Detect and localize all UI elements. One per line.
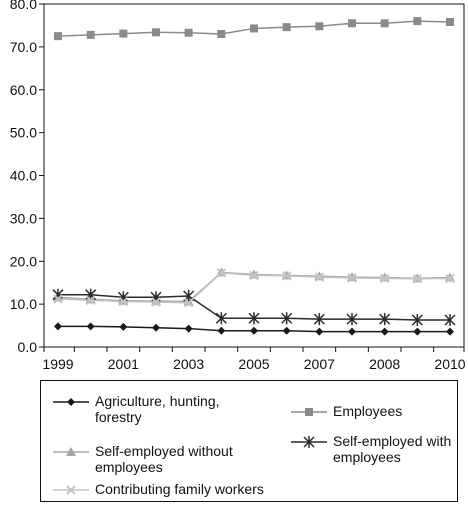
legend-item: Employees — [289, 403, 453, 420]
data-point-3-6 — [248, 312, 260, 325]
y-tick-label: 70.0 — [10, 39, 37, 55]
data-point-4-2 — [118, 296, 129, 307]
data-point-0-11 — [413, 327, 422, 336]
x-tick-label: 2007 — [304, 356, 335, 372]
data-point-1-6 — [250, 24, 258, 33]
y-tick-label: 50.0 — [10, 125, 37, 141]
data-point-4-6 — [249, 270, 259, 281]
data-point-4-4 — [183, 298, 194, 308]
legend-item: Agriculture, hunting, forestry — [51, 393, 245, 425]
data-point-1-11 — [413, 17, 422, 26]
legend-symbol — [53, 485, 89, 495]
data-point-1-1 — [86, 30, 95, 39]
legend-symbol — [291, 436, 327, 448]
data-point-4-11 — [412, 274, 423, 284]
data-point-3-7 — [281, 312, 293, 325]
data-point-3-9 — [346, 313, 358, 326]
x-tick-label: 2010 — [434, 356, 465, 372]
legend-symbol — [291, 408, 327, 416]
data-point-4-1 — [85, 295, 96, 305]
data-point-3-5 — [215, 312, 227, 325]
y-tick-label: 40.0 — [10, 168, 37, 184]
data-point-0-4 — [184, 324, 193, 333]
y-tick-label: 30.0 — [10, 210, 37, 226]
y-tick-label: 60.0 — [10, 82, 37, 98]
legend-label: Employees — [333, 403, 403, 419]
legend-marker — [303, 436, 315, 448]
data-point-4-12 — [445, 273, 455, 284]
data-point-4-8 — [314, 272, 325, 282]
data-point-0-7 — [282, 326, 291, 335]
data-point-0-8 — [315, 327, 324, 336]
data-point-1-7 — [282, 23, 291, 32]
legend-item: Self-employed with employees — [289, 433, 463, 465]
legend-marker — [305, 408, 313, 416]
data-point-1-12 — [446, 18, 454, 27]
legend-marker — [67, 398, 75, 406]
x-tick-label: 2001 — [108, 356, 139, 372]
data-point-3-10 — [379, 313, 391, 326]
data-point-1-3 — [152, 28, 160, 37]
legend-marker — [66, 485, 76, 495]
data-point-1-2 — [119, 29, 128, 38]
data-point-0-10 — [380, 327, 389, 336]
legend-label: Agriculture, hunting, forestry — [95, 393, 220, 425]
x-tick-label: 1999 — [42, 356, 73, 372]
data-point-3-8 — [313, 313, 325, 326]
data-point-1-4 — [184, 28, 193, 37]
data-point-4-0 — [53, 294, 63, 304]
line-chart: 0.0 10.0 20.0 30.0 40.0 50.0 60.0 70.0 80.0 1999 2… — [10, 0, 466, 372]
legend-label: Self-employed with employees — [333, 433, 452, 465]
legend-label: Contributing family workers — [95, 481, 264, 497]
data-point-3-11 — [411, 313, 423, 326]
legend-symbol — [53, 447, 89, 456]
y-tick-label: 10.0 — [10, 296, 37, 312]
y-tick-label: 80.0 — [10, 0, 37, 12]
data-point-3-12 — [444, 313, 456, 326]
y-tick-label: 0.0 — [18, 339, 38, 355]
data-point-0-6 — [250, 326, 258, 335]
data-point-4-5 — [216, 268, 227, 278]
data-point-0-5 — [217, 326, 226, 335]
data-point-0-12 — [446, 327, 454, 336]
data-point-4-3 — [151, 297, 161, 307]
data-point-1-10 — [380, 19, 389, 28]
data-point-1-5 — [217, 30, 226, 39]
data-point-0-9 — [348, 327, 356, 336]
data-point-1-0 — [54, 32, 62, 41]
legend-item: Contributing family workers — [51, 481, 315, 498]
data-point-4-7 — [281, 271, 292, 281]
legend-label: Self-employed without employees — [95, 443, 233, 475]
x-tick-label: 2005 — [238, 356, 269, 372]
y-tick-label: 20.0 — [10, 253, 37, 269]
data-point-4-9 — [347, 273, 357, 283]
legend-item: Self-employed without employees — [51, 443, 255, 475]
legend: Agriculture, hunting, forestry Employees S… — [40, 380, 458, 502]
x-tick-label: 2003 — [173, 356, 204, 372]
data-point-0-3 — [152, 323, 160, 332]
data-point-1-9 — [348, 19, 356, 28]
data-point-1-8 — [315, 22, 324, 31]
x-tick-label: 2008 — [369, 356, 400, 372]
data-point-0-0 — [54, 322, 62, 331]
data-point-0-1 — [86, 322, 95, 331]
data-point-0-2 — [119, 322, 128, 331]
data-point-4-10 — [379, 273, 390, 284]
legend-marker — [66, 447, 76, 456]
legend-symbol — [53, 398, 89, 406]
